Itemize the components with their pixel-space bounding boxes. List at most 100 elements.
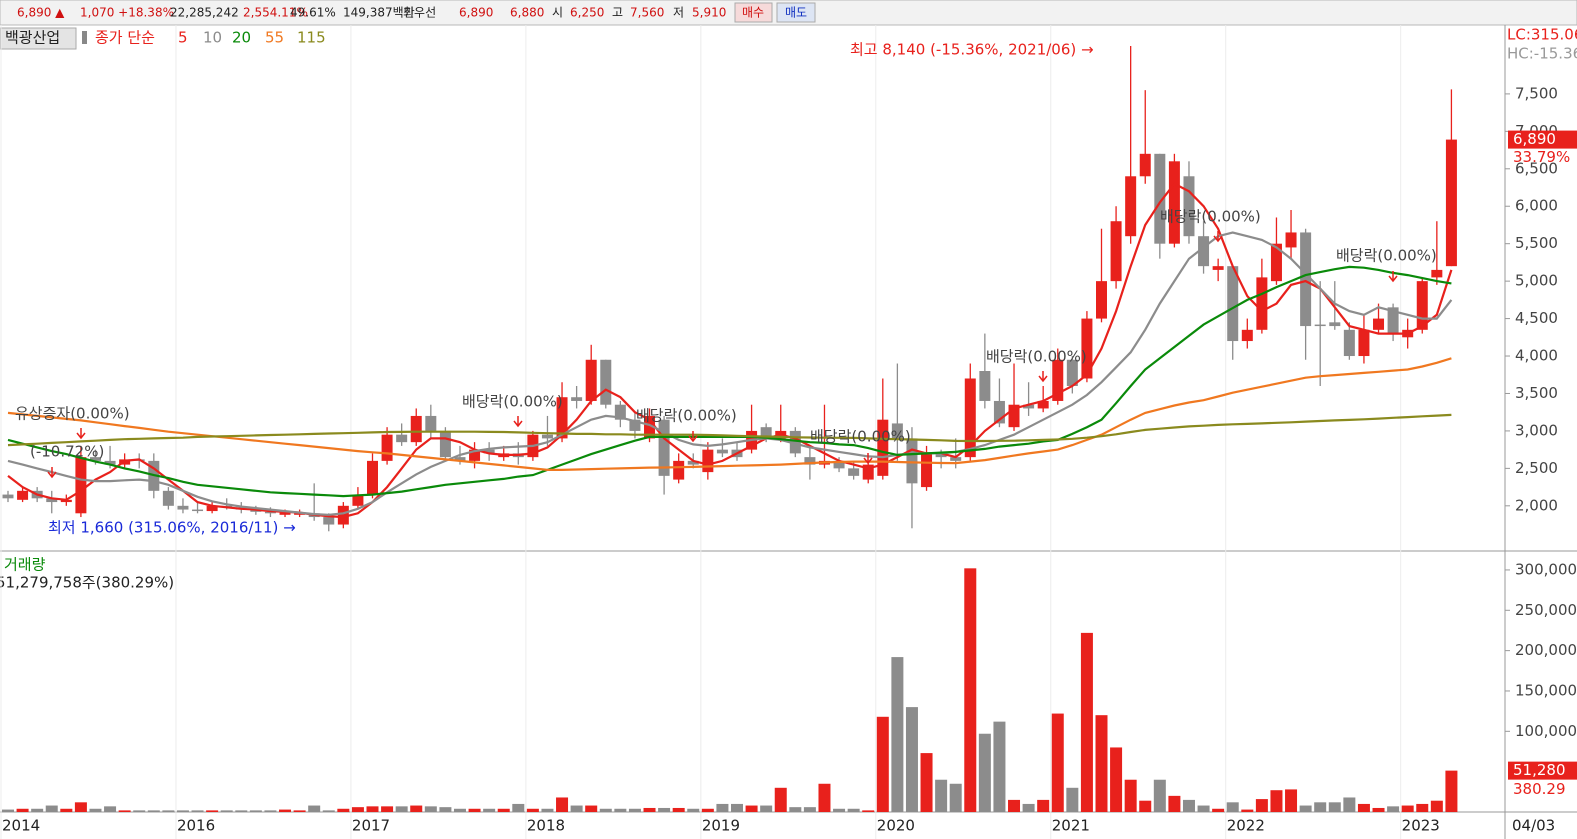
volume-bar [1139, 800, 1152, 812]
candle-body [1241, 329, 1253, 342]
volume-bar [774, 787, 787, 812]
candle-body [60, 499, 72, 503]
annotation: 배당락(0.00%) [810, 428, 911, 446]
volume-bar [526, 808, 539, 812]
candle-body [556, 397, 568, 439]
volume-bar [439, 807, 452, 812]
annotation: 배당락(0.00%) [1160, 208, 1261, 226]
hc-label: HC:-15.36% [1507, 45, 1577, 63]
volume-bar [964, 568, 977, 812]
volume-bar [1037, 799, 1050, 812]
volume-bar [1445, 770, 1458, 812]
volume-bar [176, 810, 189, 812]
volume-bar [687, 808, 700, 812]
volume-bar [1226, 802, 1239, 812]
buy-button[interactable] [734, 2, 773, 23]
volume-bar [1197, 805, 1210, 812]
volume-bar [1401, 805, 1414, 812]
candle-body [1052, 359, 1064, 401]
ma-label: 종가 단순 [95, 29, 155, 47]
volume-bar [1328, 802, 1341, 812]
volume-bar [643, 807, 656, 812]
ticker-name[interactable]: 백광산업 [5, 29, 60, 47]
candle-body [1023, 404, 1035, 409]
volume-bar [1080, 632, 1093, 812]
candle-body [1431, 269, 1443, 278]
volume-bar [410, 805, 423, 812]
candle-body [1125, 176, 1137, 237]
volume-bar [541, 808, 554, 812]
candle-body [483, 449, 495, 454]
volume-bar [1212, 808, 1225, 812]
candle-body [935, 453, 947, 458]
candle-body [323, 517, 335, 525]
y-tick-label: 7,500 [1515, 84, 1558, 102]
volume-bar [293, 810, 306, 812]
volume-bar [570, 805, 583, 812]
y-tick-label: 250,000 [1515, 601, 1577, 619]
annotation: 배당락(0.00%) [636, 407, 737, 425]
last-volume-pct: 380.29 [1513, 780, 1566, 798]
volume-bar [118, 810, 131, 812]
event-arrow [1038, 371, 1048, 383]
volume-bar [1255, 799, 1268, 812]
legend-entry: 20 [232, 29, 251, 47]
date-label: 04/03 [1512, 817, 1555, 835]
volume-bar [264, 810, 277, 812]
header-item: 5,910 [692, 6, 726, 20]
candle-body [1168, 161, 1180, 244]
candle-body [46, 498, 58, 503]
candle-body [789, 430, 801, 454]
ticker-button[interactable] [0, 27, 77, 50]
candle-body [1358, 329, 1370, 357]
volume-bar [789, 807, 802, 812]
volume-bar [1357, 803, 1370, 812]
event-arrow [688, 431, 698, 443]
volume-bar [512, 803, 525, 812]
y-tick-label: 5,500 [1515, 234, 1558, 252]
candle-body [192, 509, 204, 512]
volume-bar [424, 806, 437, 812]
volume-bar [1270, 790, 1283, 812]
candle-body [1416, 281, 1428, 330]
moving-average-line [7, 265, 1452, 498]
volume-bar [147, 810, 160, 812]
sell-label[interactable]: 매도 [785, 6, 807, 20]
volume-bar [1299, 805, 1312, 812]
candle-body [264, 511, 276, 514]
volume-bar [366, 806, 379, 812]
volume-bar [818, 783, 831, 812]
candle-body [381, 434, 393, 461]
candle-body [585, 359, 597, 401]
candle-body [848, 468, 860, 476]
candle-body [89, 457, 101, 461]
volume-bar [1022, 803, 1035, 812]
sell-button[interactable] [776, 2, 816, 23]
candle-body [104, 460, 116, 465]
volume-bar [381, 806, 394, 812]
buy-label[interactable]: 매수 [742, 6, 764, 20]
y-tick-label: 2,500 [1515, 459, 1558, 477]
candle-body [979, 371, 991, 401]
volume-bar [1095, 715, 1108, 812]
candle-body [425, 415, 437, 431]
candle-body [1373, 318, 1385, 330]
volume-bar [1241, 809, 1254, 812]
candle-body [644, 415, 656, 439]
volume-bar [1285, 789, 1298, 812]
candle-body [862, 464, 874, 480]
volume-bar [847, 808, 860, 812]
candle-body [629, 419, 641, 431]
volume-bar [658, 807, 671, 812]
candle-body [1314, 324, 1326, 327]
candle-body [367, 460, 378, 495]
annotation: 배당락(0.00%) [1336, 247, 1437, 265]
y-tick-label: 6,500 [1515, 159, 1558, 177]
candle-body [1081, 318, 1093, 379]
y-tick-label: 3,500 [1515, 384, 1558, 402]
x-tick-label: 2023 [1402, 817, 1440, 835]
header-item: 22,285,242 [170, 6, 239, 20]
header-item: 6,890 ▲ [17, 6, 65, 20]
